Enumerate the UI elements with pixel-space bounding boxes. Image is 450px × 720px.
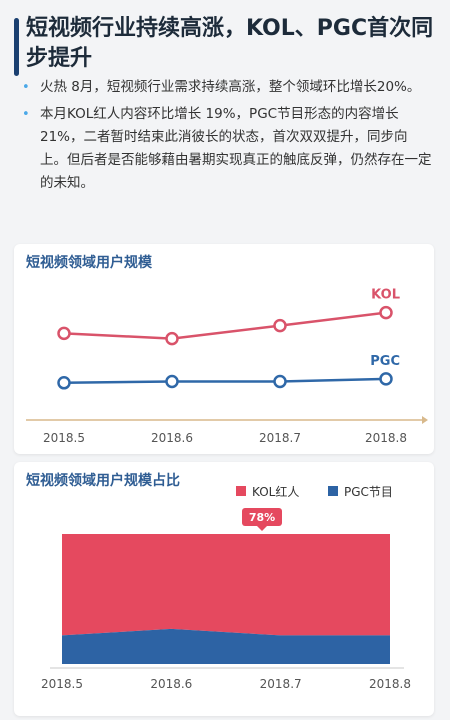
title-accent-bar — [14, 18, 19, 76]
page-title: 短视频行业持续高涨，KOL、PGC首次同步提升 — [26, 16, 434, 71]
x-tick-label: 2018.5 — [41, 677, 83, 691]
x-axis-arrow-icon — [422, 416, 428, 424]
user-share-card: 短视频领域用户规模占比 KOL红人 PGC节目 78% 2018.5 2018.6 201… — [14, 462, 434, 716]
line-chart-title: 短视频领域用户规模 — [26, 255, 152, 271]
annotation-pointer — [257, 526, 267, 531]
summary-text: 火热 8月，短视频行业需求持续高涨，整个领域环比增长20%。 — [40, 79, 421, 95]
data-point — [57, 376, 71, 390]
x-tick-label: 2018.6 — [150, 677, 192, 691]
legend-label: PGC节目 — [344, 485, 393, 499]
data-point — [165, 331, 179, 346]
summary-text: 本月KOL红人内容环比增长 19%，PGC节目形态的内容增长21%，二者暂时结束… — [40, 106, 432, 191]
legend-swatch — [328, 486, 338, 496]
x-tick-label: 2018.6 — [151, 431, 193, 445]
line-chart: 2018.5 2018.6 2018.7 2018.8 KOL PGC — [26, 288, 428, 445]
title-block: 短视频行业持续高涨，KOL、PGC首次同步提升 — [14, 14, 436, 76]
area-chart-title: 短视频领域用户规模占比 — [26, 473, 180, 489]
x-tick-label: 2018.5 — [43, 431, 85, 445]
x-tick-label: 2018.7 — [259, 431, 301, 445]
data-point — [273, 318, 287, 333]
series-line-pgc — [63, 377, 387, 385]
x-tick-label: 2018.8 — [369, 677, 411, 691]
bullet-icon: • — [22, 80, 30, 95]
data-point — [379, 305, 393, 320]
series-line-kol — [63, 311, 387, 340]
area-kol — [62, 534, 390, 636]
summary-item: • 火热 8月，短视频行业需求持续高涨，整个领域环比增长20%。 — [18, 76, 434, 99]
data-point — [379, 372, 393, 386]
user-scale-card: 短视频领域用户规模 2018.5 2018.6 2018.7 2018.8 KOL PGC — [14, 244, 434, 454]
area-pgc — [62, 628, 390, 664]
x-tick-label: 2018.8 — [365, 431, 407, 445]
data-point — [57, 326, 71, 341]
area-chart: KOL红人 PGC节目 78% 2018.5 2018.6 2018.7 2018.8 — [41, 484, 411, 691]
annotation-label: 78% — [249, 511, 275, 524]
summary-item: • 本月KOL红人内容环比增长 19%，PGC节目形态的内容增长21%，二者暂时… — [18, 103, 434, 195]
series-label: PGC — [370, 354, 400, 369]
data-point — [273, 374, 287, 389]
bullet-icon: • — [22, 107, 30, 122]
legend-swatch — [236, 486, 246, 496]
series-label: KOL — [371, 288, 400, 303]
legend-label: KOL红人 — [252, 484, 299, 499]
annotation-badge — [242, 508, 282, 526]
summary-list: • 火热 8月，短视频行业需求持续高涨，整个领域环比增长20%。 • 本月KOL… — [18, 76, 434, 199]
x-tick-label: 2018.7 — [260, 677, 302, 691]
data-point — [165, 374, 179, 389]
